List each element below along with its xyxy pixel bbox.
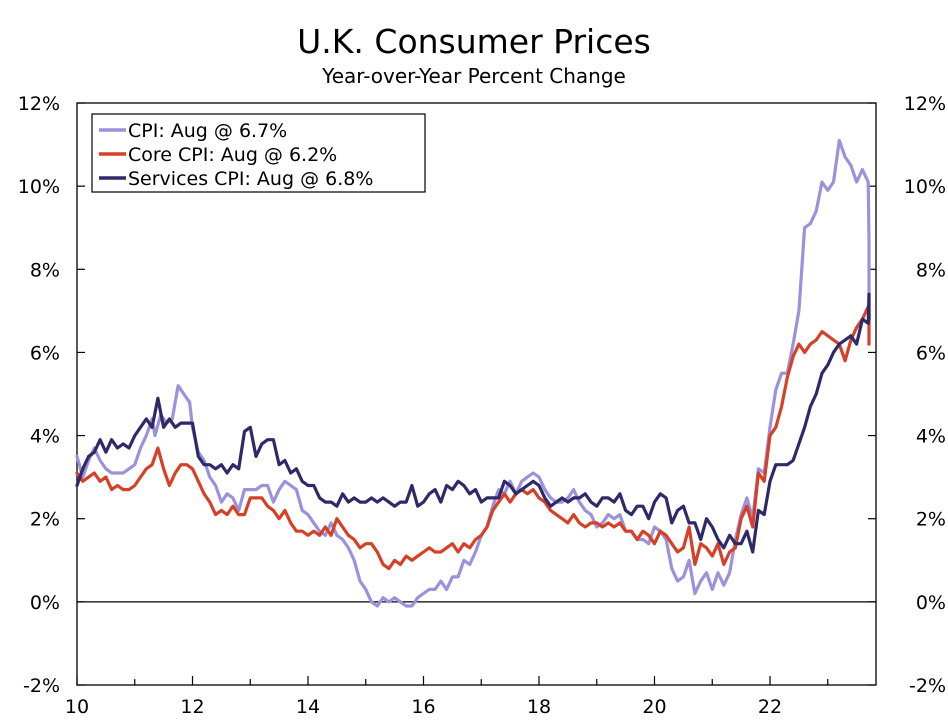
y-tick-label-right: 12%: [904, 93, 946, 115]
legend-label-3: Services CPI: Aug @ 6.8%: [128, 168, 373, 190]
x-tick-label: 14: [296, 696, 320, 718]
y-tick-label-left: 4%: [30, 426, 60, 448]
x-tick-label: 20: [642, 696, 666, 718]
plot-frame: [76, 102, 877, 686]
x-tick-label: 18: [527, 696, 551, 718]
x-tick-label: 16: [411, 696, 435, 718]
y-tick-label-right: 10%: [904, 176, 946, 198]
y-tick-label-right: 0%: [916, 592, 946, 614]
y-tick-label-right: 6%: [916, 342, 946, 364]
x-tick-label: 10: [65, 696, 89, 718]
legend-label-2: Core CPI: Aug @ 6.2%: [128, 144, 337, 166]
series-line-1: [75, 138, 871, 608]
y-tick-label-right: 4%: [916, 426, 946, 448]
legend-box: [91, 113, 426, 193]
chart-title: U.K. Consumer Prices: [297, 22, 651, 61]
y-tick-label-left: 12%: [18, 93, 60, 115]
legend-label-1: CPI: Aug @ 6.7%: [128, 120, 287, 142]
y-tick-label-right: 2%: [916, 509, 946, 531]
series-line-2: [75, 305, 871, 571]
y-tick-label-left: -2%: [23, 675, 60, 697]
y-tick-label-right: -2%: [909, 675, 946, 697]
series-line-3: [75, 292, 871, 554]
legend: CPI: Aug @ 6.7%Core CPI: Aug @ 6.2%Servi…: [91, 113, 426, 193]
tick-labels: 12%10%8%6%4%2%0%-2%12%10%8%6%4%2%0%-2%10…: [18, 93, 946, 718]
x-tick-label: 12: [180, 696, 204, 718]
y-tick-label-left: 6%: [30, 342, 60, 364]
series-lines: [75, 138, 871, 608]
x-tick-label: 22: [758, 696, 782, 718]
y-tick-label-left: 8%: [30, 259, 60, 281]
y-tick-label-left: 2%: [30, 509, 60, 531]
y-tick-label-right: 8%: [916, 259, 946, 281]
y-tick-label-left: 0%: [30, 592, 60, 614]
chart-subtitle: Year-over-Year Percent Change: [322, 64, 626, 88]
y-tick-label-left: 10%: [18, 176, 60, 198]
